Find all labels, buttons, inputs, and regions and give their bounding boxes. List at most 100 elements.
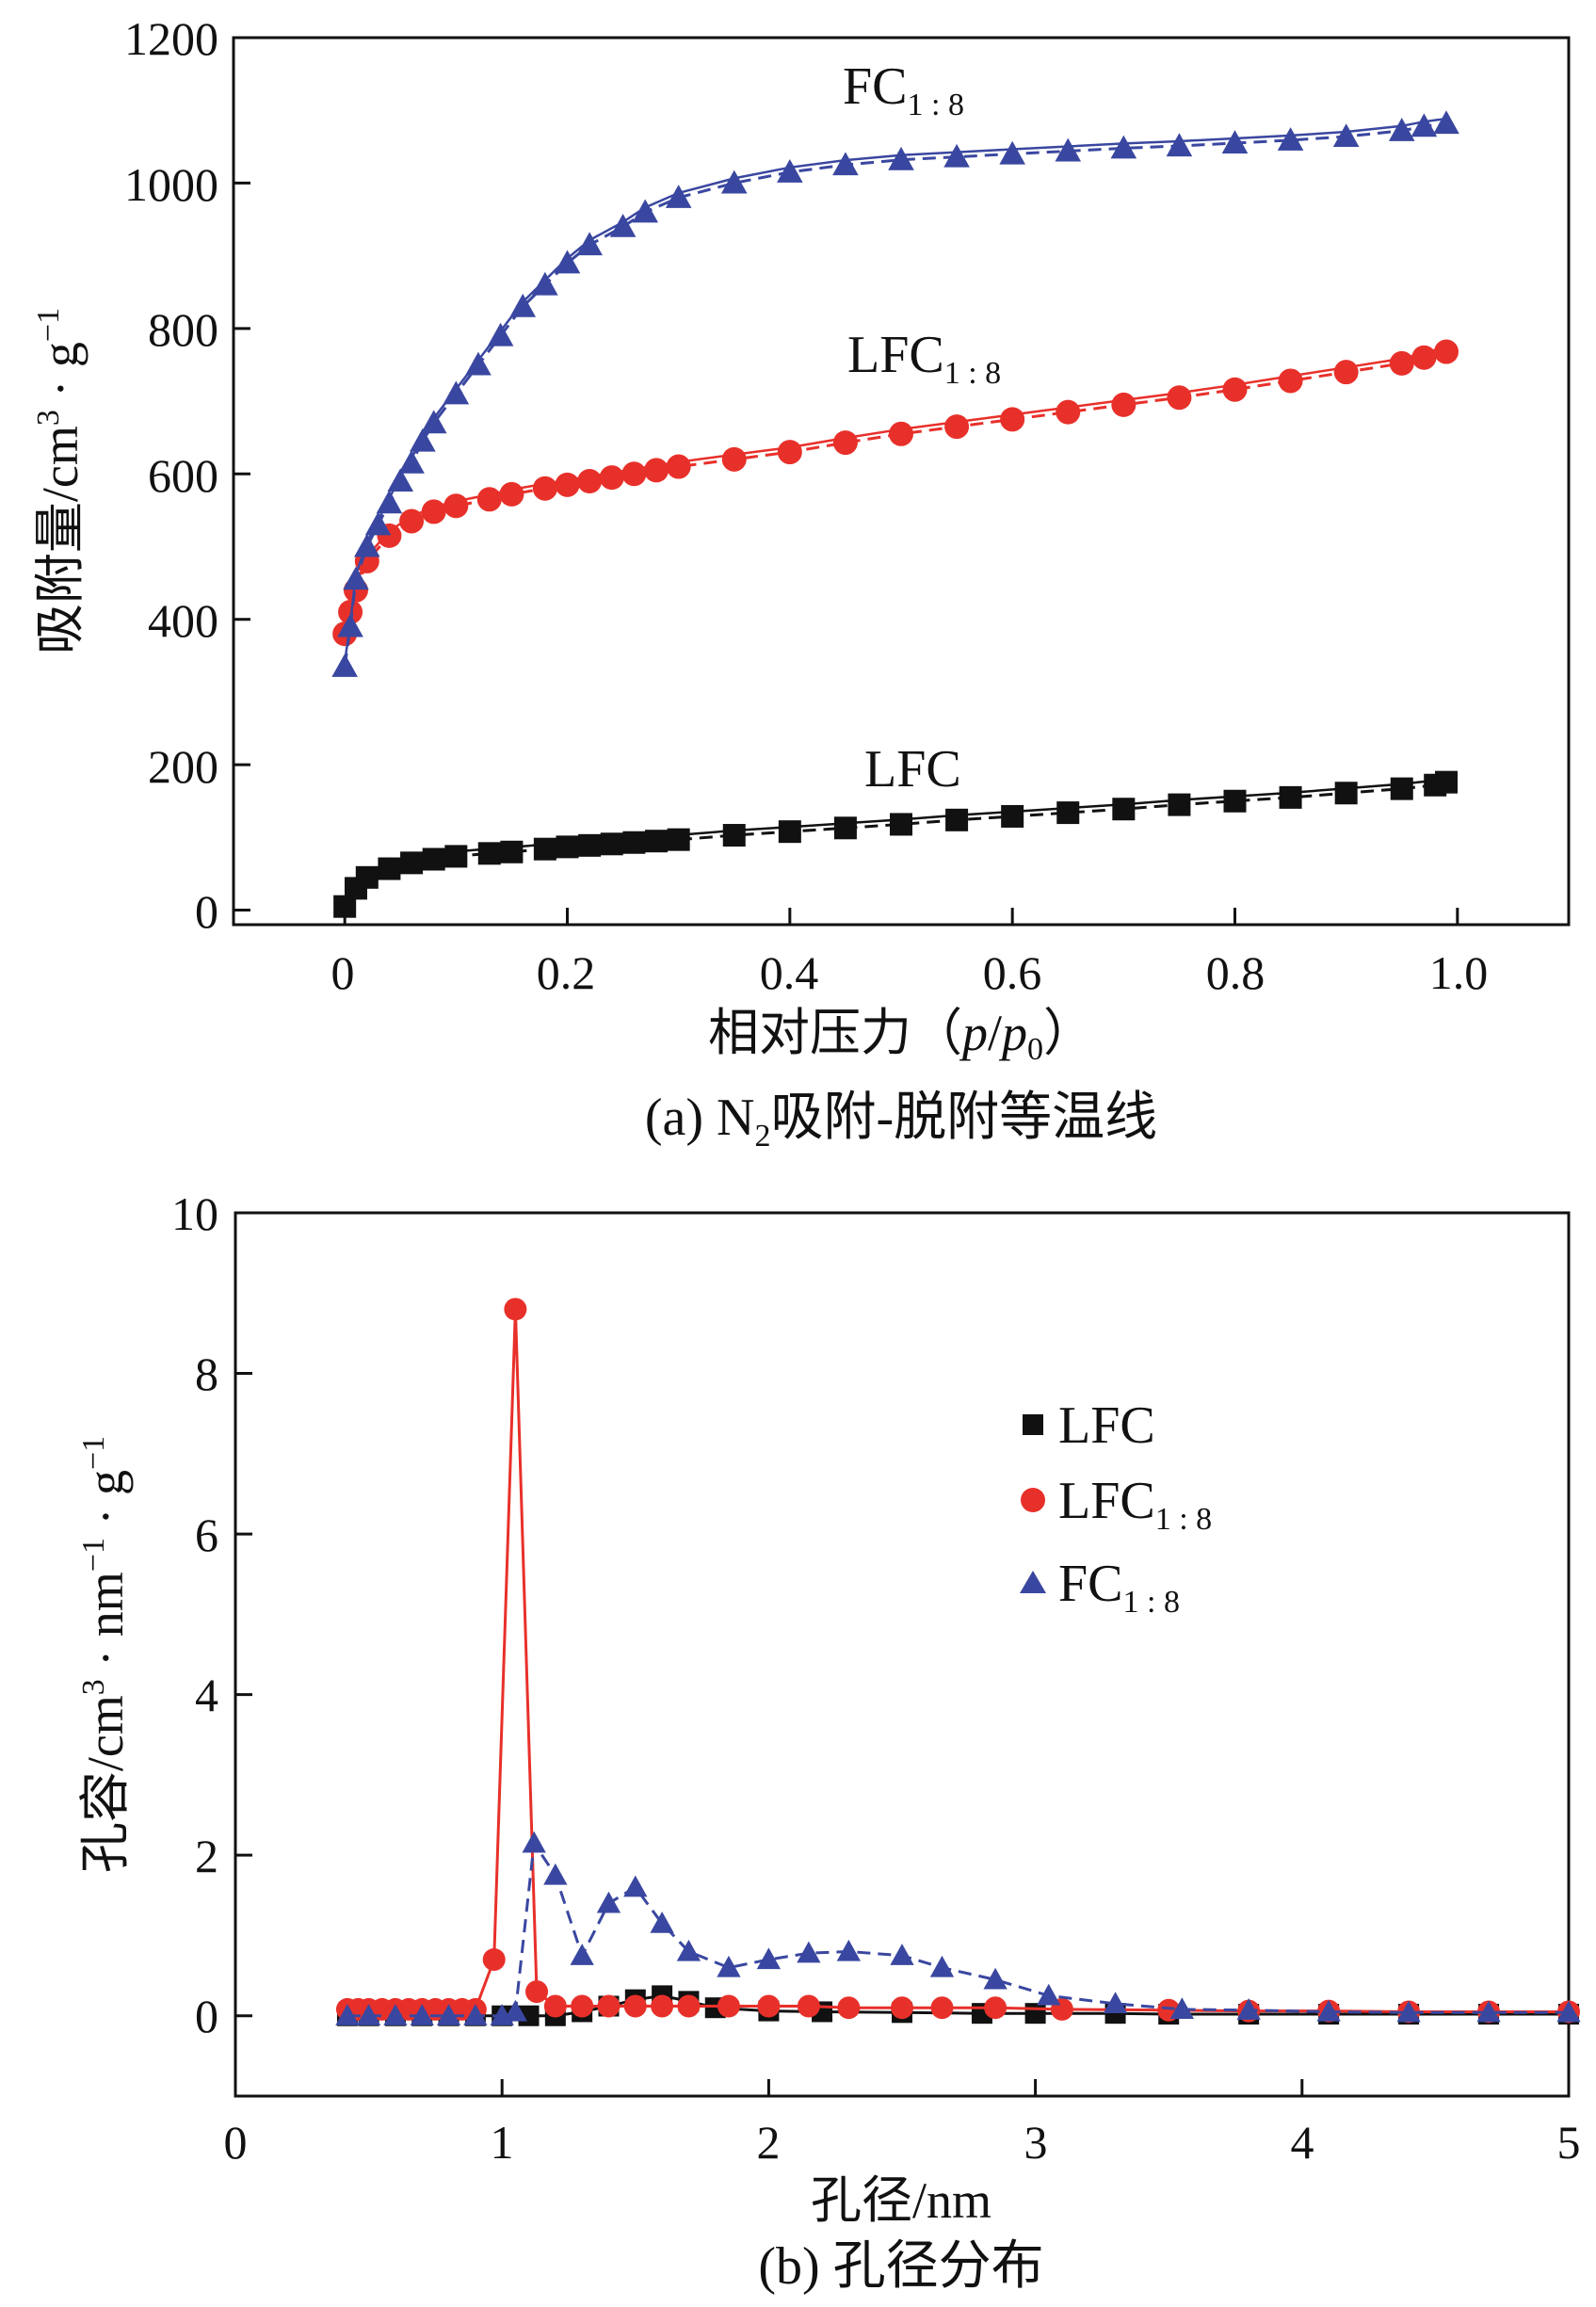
b-point-fc18-2 xyxy=(383,2004,408,2025)
a-point-lfc-12 xyxy=(600,832,623,856)
b-ytick-0: 0 xyxy=(195,1990,218,2042)
b-point-fc18-17 xyxy=(797,1941,821,1963)
b-point-fc18-1 xyxy=(356,2004,381,2025)
a-point-lfc18-22 xyxy=(1000,407,1025,432)
a-point-lfc18-7 xyxy=(443,493,469,519)
b-y-axis-label: 孔容/cm3 · nm−1 · g−1 xyxy=(76,1436,134,1873)
a-point-lfc18-27 xyxy=(1278,368,1303,394)
a-point-lfc18-29 xyxy=(1389,350,1414,376)
a-point-lfc-18 xyxy=(833,816,857,840)
b-point-fc18-9 xyxy=(543,1863,568,1885)
a-point-fc18-14 xyxy=(532,271,558,296)
a-point-lfc-16 xyxy=(722,824,746,847)
a-point-lfc18-13 xyxy=(599,465,624,491)
plot-a-ticks xyxy=(234,36,1459,925)
a-point-lfc18-10 xyxy=(532,476,557,501)
plot-b-frame xyxy=(234,1211,1571,2098)
a-ytick-4: 800 xyxy=(148,303,218,356)
a-point-lfc-17 xyxy=(778,820,801,844)
a-point-fc18-22 xyxy=(832,152,859,176)
a-point-fc18-9 xyxy=(420,410,447,434)
a-point-lfc18-25 xyxy=(1167,385,1192,411)
plot-b-series xyxy=(335,1298,1581,2026)
a-point-lfc-24 xyxy=(1168,793,1191,816)
a-point-fc18-33 xyxy=(1411,113,1438,137)
a-point-lfc-23 xyxy=(1112,798,1136,821)
a-xtick-0: 0 xyxy=(331,946,355,999)
b-point-lfc18-26 xyxy=(984,1996,1008,2020)
a-point-lfc18-30 xyxy=(1411,345,1437,370)
a-point-lfc18-9 xyxy=(499,481,524,507)
b-point-fc18-14 xyxy=(676,1939,701,1961)
b-point-lfc18-20 xyxy=(717,1994,740,2018)
b-point-fc18-10 xyxy=(570,1944,594,1965)
b-xtick-1: 1 xyxy=(491,2116,514,2169)
a-point-lfc18-23 xyxy=(1056,399,1081,425)
b-point-lfc18-14 xyxy=(543,1994,567,2018)
b-series-line-fc18 xyxy=(347,1839,1569,2018)
b-point-fc18-29 xyxy=(1556,2000,1581,2023)
a-point-fc18-19 xyxy=(665,185,692,208)
plot-b-xtick-labels: 0 1 2 3 4 5 xyxy=(224,2116,1581,2169)
a-point-lfc-20 xyxy=(945,808,969,831)
a-point-fc18-29 xyxy=(1221,130,1249,153)
a-point-lfc-11 xyxy=(578,833,602,857)
a-point-fc18-3 xyxy=(354,533,380,557)
b-xtick-0: 0 xyxy=(224,2116,248,2169)
a-ytick-3: 600 xyxy=(148,449,218,502)
a-point-lfc-10 xyxy=(556,835,579,859)
b-point-lfc18-18 xyxy=(651,1994,674,2018)
b-point-fc18-18 xyxy=(836,1939,862,1961)
b-point-lfc18-15 xyxy=(571,1994,594,2018)
a-point-fc18-32 xyxy=(1388,118,1415,141)
a-point-lfc-22 xyxy=(1056,801,1080,825)
a-point-fc18-8 xyxy=(410,428,436,452)
a-point-fc18-16 xyxy=(576,232,603,256)
b-xtick-5: 5 xyxy=(1557,2116,1581,2169)
legend-label-fc18: FC1 : 8 xyxy=(1058,1555,1180,1620)
b-point-lfc18-12 xyxy=(504,1298,527,1321)
a-point-lfc-5 xyxy=(422,847,445,871)
a-point-lfc18-16 xyxy=(666,454,691,479)
b-point-fc18-0 xyxy=(335,2004,360,2025)
a-x-axis-label: 相对压力（p/p0） xyxy=(708,1005,1094,1067)
legend-label-lfc: LFC xyxy=(1058,1396,1155,1455)
b-point-fc18-21 xyxy=(983,1967,1008,1990)
a-point-lfc-8 xyxy=(500,840,524,863)
a-point-fc18-28 xyxy=(1166,133,1193,157)
b-point-lfc18-25 xyxy=(930,1996,954,2020)
a-point-lfc-28 xyxy=(1390,777,1413,800)
a-point-lfc18-28 xyxy=(1333,360,1359,385)
a-point-fc18-24 xyxy=(943,143,970,168)
b-point-fc18-28 xyxy=(1476,2000,1501,2023)
plot-a-series xyxy=(331,110,1459,918)
b-point-fc18-8 xyxy=(522,1831,546,1853)
b-point-lfc18-17 xyxy=(623,1994,647,2018)
a-point-fc18-20 xyxy=(720,169,748,194)
b-ytick-1: 2 xyxy=(195,1830,218,1882)
b-point-lfc-19 xyxy=(1024,2003,1046,2025)
b-point-lfc18-23 xyxy=(837,1996,861,2020)
plot-b-ticks xyxy=(234,1211,1571,2096)
b-point-fc18-25 xyxy=(1236,1998,1261,2020)
a-point-fc18-34 xyxy=(1433,110,1459,135)
a-point-fc18-30 xyxy=(1277,127,1304,151)
plot-b-ytick-labels: 0 2 4 6 8 10 xyxy=(171,1187,218,2042)
b-point-fc18-5 xyxy=(463,2004,488,2025)
b-point-lfc18-21 xyxy=(757,1994,781,2018)
b-ytick-3: 6 xyxy=(195,1508,218,1561)
a-point-lfc-21 xyxy=(1001,804,1024,828)
b-point-fc18-24 xyxy=(1169,1997,1195,2020)
a-point-fc18-1 xyxy=(337,613,363,637)
a-point-lfc18-20 xyxy=(889,421,913,446)
a-point-fc18-13 xyxy=(509,293,537,317)
a-point-lfc18-8 xyxy=(476,487,502,512)
b-point-lfc18-16 xyxy=(597,1994,621,2018)
a-xtick-1: 0.2 xyxy=(537,946,596,999)
legend-marker-lfc xyxy=(1023,1414,1043,1435)
a-series-desorption-fc18 xyxy=(343,117,1447,663)
a-ytick-1: 200 xyxy=(148,740,218,793)
a-point-lfc-9 xyxy=(533,837,556,861)
b-ytick-5: 10 xyxy=(171,1187,218,1240)
